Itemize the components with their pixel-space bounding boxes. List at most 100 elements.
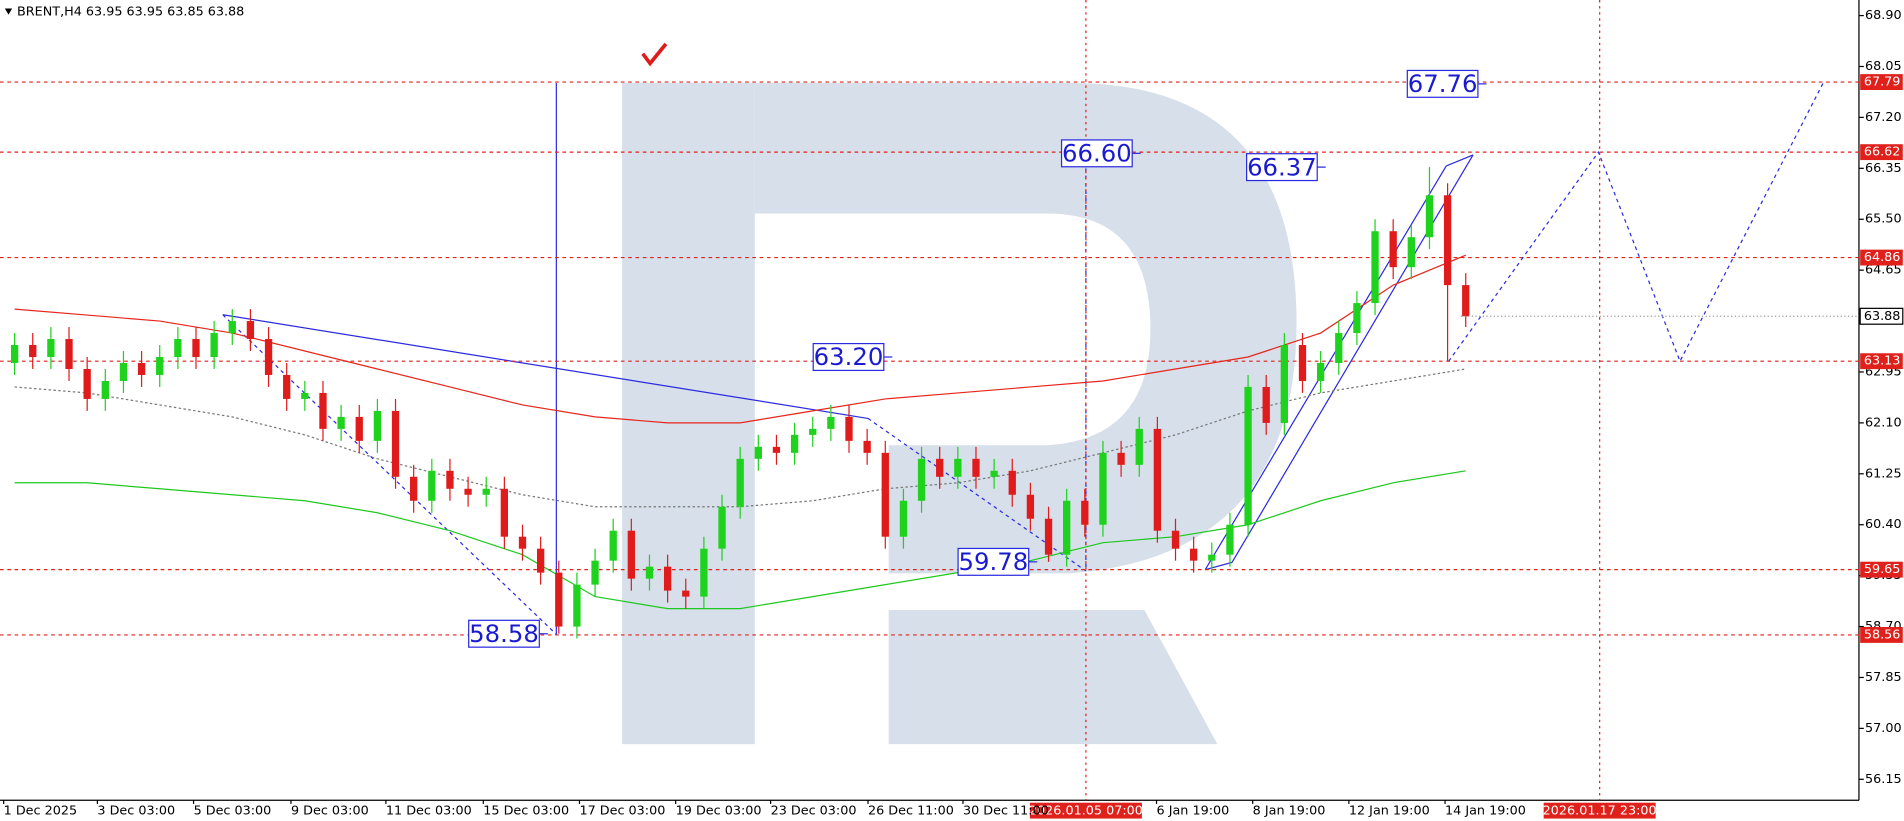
candle-body — [373, 410, 382, 441]
watermark-stem — [622, 82, 755, 745]
symbol-arrow — [4, 8, 13, 15]
candle-body — [645, 566, 654, 579]
y-tick-label: 57.00 — [1865, 721, 1902, 736]
candle-body — [101, 380, 109, 399]
y-tick-label: 64.65 — [1865, 263, 1902, 278]
x-tick-label: 14 Jan 19:00 — [1445, 804, 1526, 819]
annotation-label: 63.20 — [814, 342, 884, 371]
candle-body — [464, 488, 472, 495]
candle-body — [790, 434, 799, 453]
last-price-box — [1859, 307, 1904, 325]
candle-body — [555, 572, 563, 627]
y-tick-label: 56.15 — [1865, 772, 1902, 787]
x-tick-label: 6 Jan 19:00 — [1157, 804, 1230, 819]
candle-body — [1171, 530, 1180, 549]
candle-body — [917, 458, 926, 501]
y-tick-label: 67.20 — [1865, 110, 1902, 125]
y-tick-label: 60.40 — [1865, 517, 1902, 532]
level-label: 58.56 — [1864, 627, 1901, 642]
check-mark — [641, 42, 668, 67]
candle-body — [990, 470, 998, 477]
candle-body — [283, 374, 291, 399]
level-box — [1860, 627, 1903, 643]
candle-body — [1316, 362, 1325, 381]
candle-body — [827, 416, 835, 429]
candle-body — [137, 362, 146, 375]
candle-body — [1335, 333, 1343, 363]
x-tick-label: 30 Dec 11:00 — [963, 804, 1049, 819]
candle-body — [736, 458, 744, 507]
candle-body — [609, 530, 617, 561]
annotation-box — [957, 547, 1030, 576]
candle-body — [355, 416, 363, 441]
candle-body — [1262, 386, 1270, 423]
annotation-box — [812, 342, 885, 372]
candle-body — [1407, 237, 1415, 268]
candle-body — [319, 392, 327, 429]
candle-body — [174, 339, 182, 358]
y-tick-label: 68.05 — [1865, 59, 1902, 74]
level-label: 64.86 — [1864, 250, 1901, 265]
candle-body — [1280, 345, 1288, 423]
level-box — [1860, 353, 1903, 370]
candle-body — [754, 446, 762, 459]
candle-body — [972, 458, 980, 477]
candle-body — [29, 345, 37, 358]
candle-body — [192, 339, 200, 358]
channel-line — [1205, 561, 1233, 571]
annotation-label: 66.60 — [1062, 139, 1132, 168]
candle-body — [391, 410, 400, 477]
candle-body — [1443, 195, 1452, 286]
time-marker-label: 2026.01.17 23:00 — [1543, 804, 1657, 819]
watermark-bowl — [754, 82, 1297, 574]
time-marker-box — [1029, 802, 1142, 819]
candle-body — [156, 357, 164, 375]
candle-body — [863, 440, 871, 453]
candle-body — [500, 488, 509, 537]
annotation-label: 59.78 — [959, 547, 1029, 576]
x-tick-label: 17 Dec 03:00 — [579, 804, 665, 819]
candle-body — [1353, 303, 1361, 334]
candle-body — [1153, 428, 1162, 531]
candle-body — [573, 584, 581, 627]
candle-body — [246, 321, 255, 340]
x-tick-label: 5 Dec 03:00 — [194, 804, 272, 819]
candle-body — [337, 416, 345, 429]
candle-body — [210, 333, 218, 358]
indicator-line — [14, 368, 1466, 508]
watermark-leg — [888, 609, 1218, 745]
x-tick-label: 15 Dec 03:00 — [483, 804, 569, 819]
candle-body — [936, 458, 944, 477]
candle-body — [718, 506, 726, 549]
candle-body — [1208, 554, 1216, 561]
x-tick-label: 11 Dec 03:00 — [386, 804, 472, 819]
candle-body — [1135, 428, 1143, 465]
candle-body — [663, 566, 672, 591]
candle-body — [482, 488, 490, 495]
candle-body — [1099, 452, 1107, 525]
candle-body — [65, 339, 73, 369]
x-tick-label: 23 Dec 03:00 — [771, 804, 857, 819]
candle-body — [627, 530, 635, 579]
last-price-label: 63.88 — [1864, 309, 1901, 324]
chart-title: BRENT,H4 63.95 63.95 63.85 63.88 — [17, 5, 244, 20]
y-tick-label: 68.90 — [1865, 8, 1902, 23]
channel-line — [1446, 154, 1474, 167]
annotation-label: 66.37 — [1247, 152, 1317, 181]
time-marker-box — [1543, 802, 1656, 819]
level-label: 63.13 — [1864, 354, 1901, 369]
candle-body — [119, 362, 128, 381]
level-label: 59.65 — [1864, 562, 1901, 577]
level-label: 66.62 — [1864, 145, 1901, 160]
candle-body — [518, 536, 527, 549]
candle-body — [264, 339, 273, 375]
candle-body — [682, 590, 690, 597]
candle-body — [1063, 500, 1071, 555]
candle-body — [591, 560, 599, 585]
level-box — [1860, 74, 1903, 90]
x-tick-label: 12 Jan 19:00 — [1349, 804, 1430, 819]
candle-body — [410, 476, 418, 501]
indicator-line — [14, 470, 1466, 610]
